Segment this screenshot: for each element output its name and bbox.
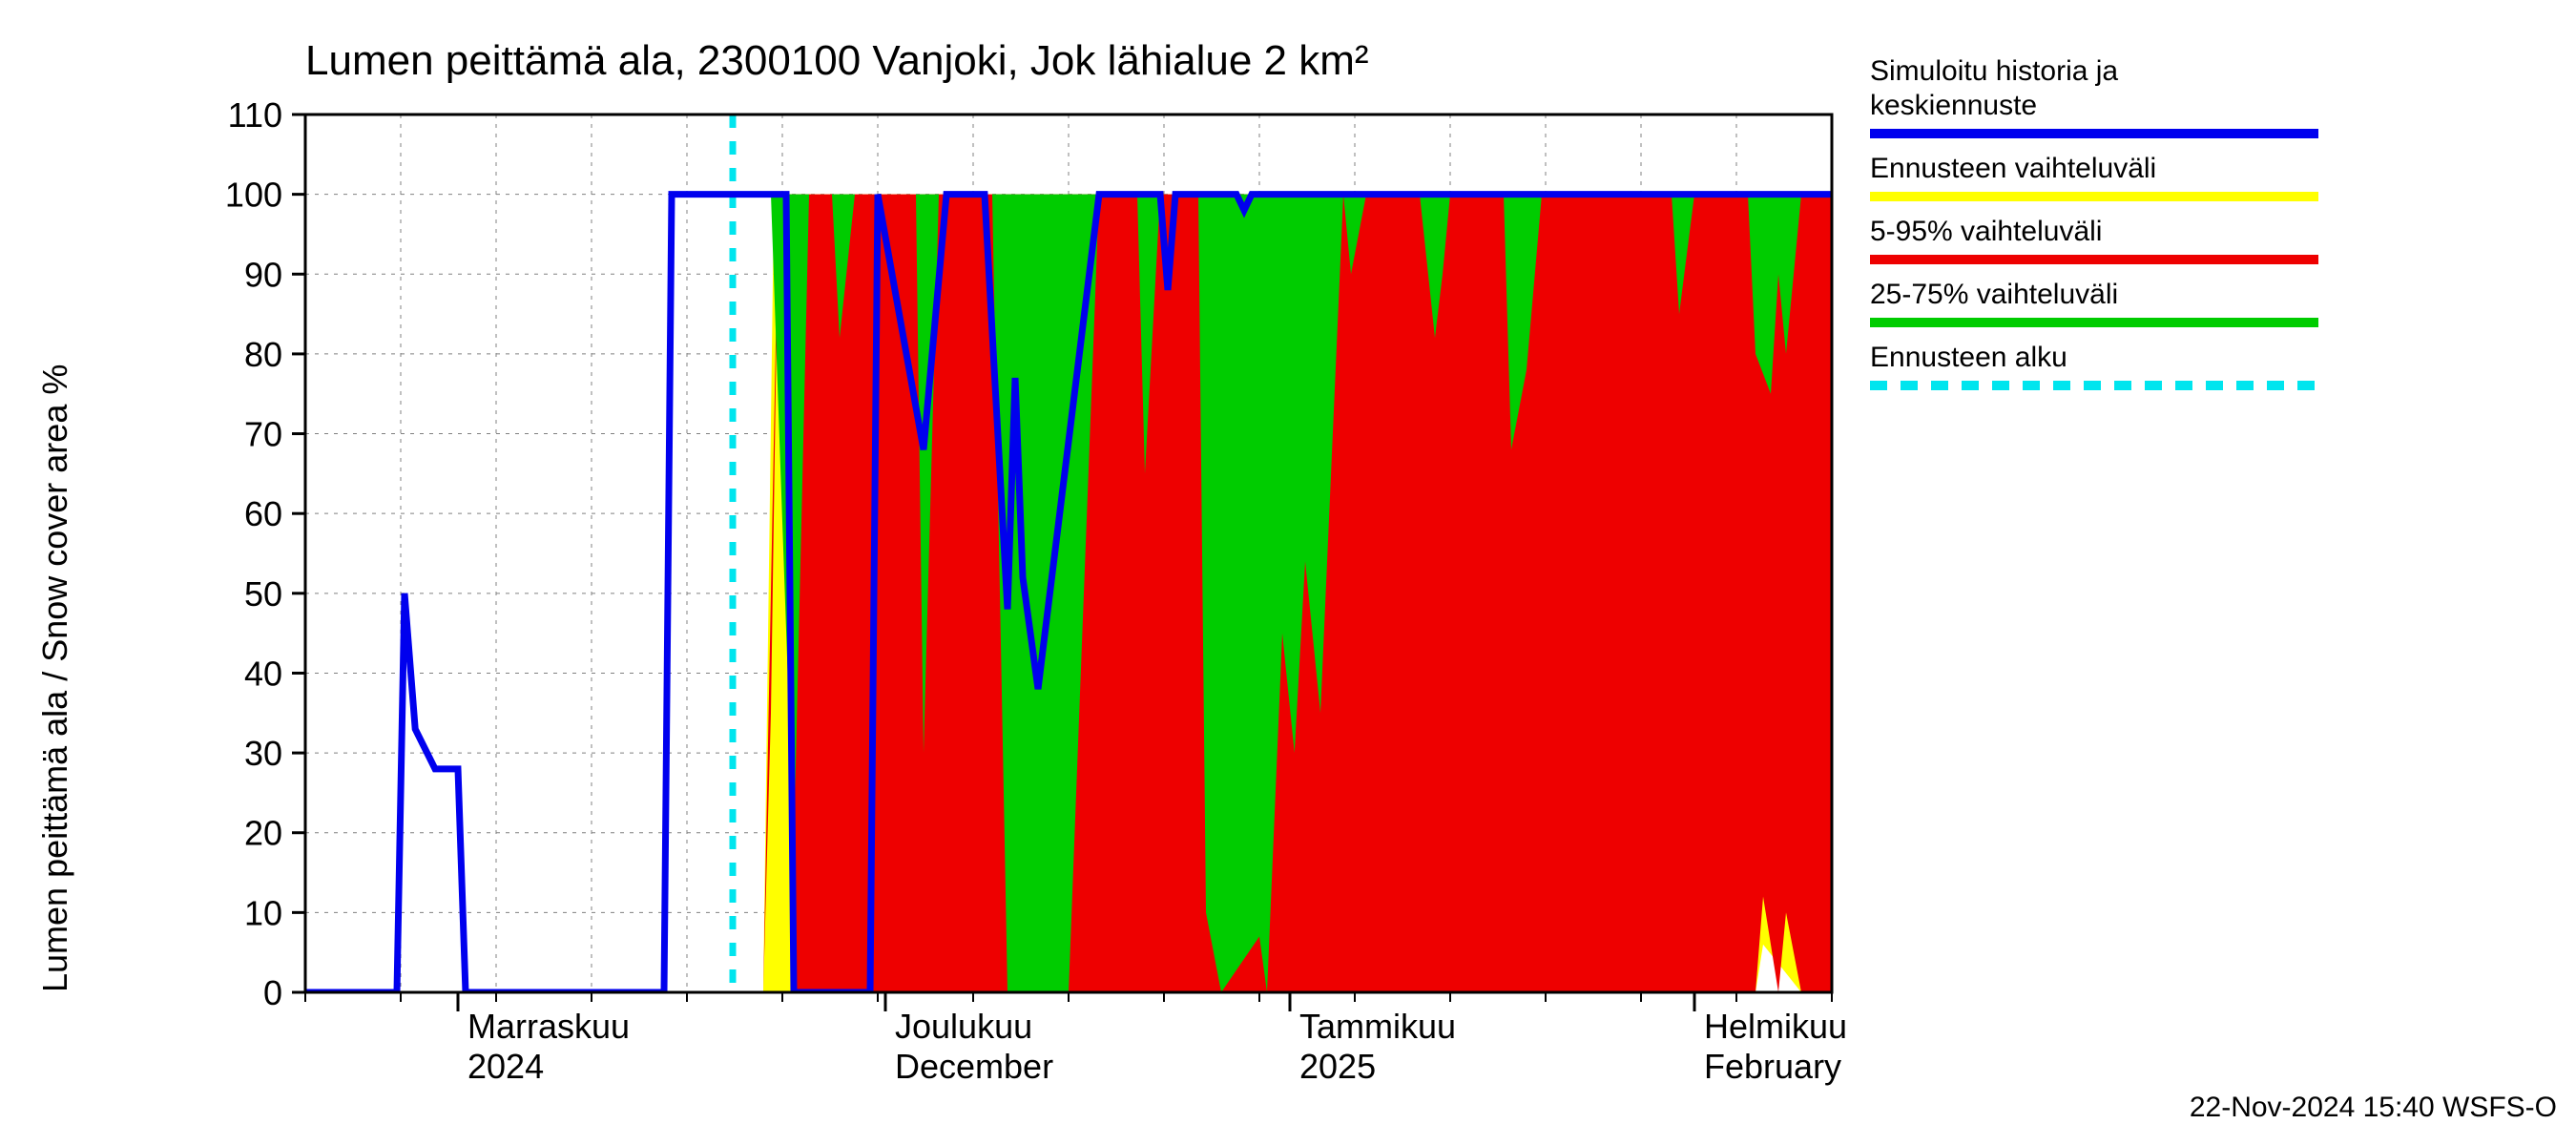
legend-label: Simuloitu historia ja: [1870, 55, 2118, 87]
x-tick-label-top: Tammikuu: [1299, 1007, 1456, 1046]
x-ticks: Marraskuu2024 JoulukuuDecember Tammikuu202…: [305, 992, 1847, 1086]
y-tick-label: 110: [228, 95, 282, 135]
y-tick-label: 30: [244, 734, 282, 773]
legend-label: 5-95% vaihteluväli: [1870, 216, 2102, 247]
y-axis-label: Lumen peittämä ala / Snow cover area %: [35, 364, 74, 992]
snow-cover-chart: 0 10 20 30 40 50 60 70 80 90 100 110 Marraskuu2024 Jo…: [0, 0, 2576, 1145]
y-tick-label: 20: [244, 814, 282, 853]
legend-label: 25-75% vaihteluväli: [1870, 279, 2118, 310]
legend-label: Ennusteen vaihteluväli: [1870, 153, 2156, 184]
y-tick-label: 50: [244, 574, 282, 614]
chart-title: Lumen peittämä ala, 2300100 Vanjoki, Jok…: [305, 37, 1369, 84]
legend-label: keskiennuste: [1870, 90, 2037, 121]
chart-svg: 0 10 20 30 40 50 60 70 80 90 100 110 Marraskuu2024 Jo…: [0, 0, 2576, 1145]
x-tick-label-top: Helmikuu: [1704, 1007, 1847, 1046]
y-ticks: 0 10 20 30 40 50 60 70 80 90 100 110: [225, 95, 305, 1012]
x-tick-label-top: Joulukuu: [895, 1007, 1032, 1046]
chart-footer: 22-Nov-2024 15:40 WSFS-O: [2190, 1092, 2557, 1123]
legend-label: Ennusteen alku: [1870, 342, 2067, 373]
x-tick-label-bot: December: [895, 1047, 1053, 1086]
y-tick-label: 80: [244, 335, 282, 374]
x-tick-label-bot: February: [1704, 1047, 1841, 1086]
y-tick-label: 60: [244, 494, 282, 533]
y-tick-label: 100: [225, 176, 282, 215]
x-tick-label-bot: 2025: [1299, 1047, 1376, 1086]
y-tick-label: 0: [263, 973, 282, 1012]
legend: Simuloitu historia jakeskiennuste Ennuste…: [1870, 55, 2318, 385]
y-tick-label: 10: [244, 893, 282, 932]
y-tick-label: 90: [244, 255, 282, 294]
x-tick-label-bot: 2024: [467, 1047, 544, 1086]
y-tick-label: 40: [244, 654, 282, 693]
x-tick-label-top: Marraskuu: [467, 1007, 630, 1046]
y-tick-label: 70: [244, 415, 282, 454]
uncertainty-bands: [763, 195, 1832, 992]
